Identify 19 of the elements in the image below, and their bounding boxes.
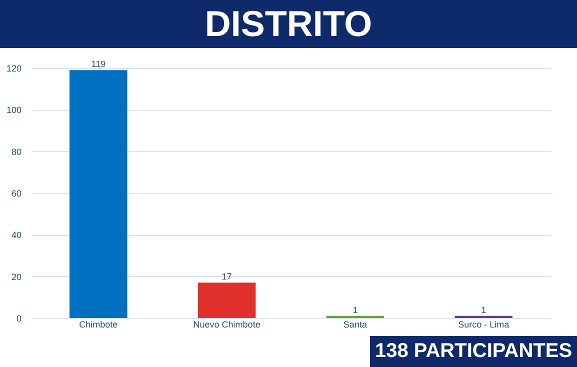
y-tick-label: 100	[6, 105, 22, 116]
y-tick-label: 40	[11, 230, 22, 240]
y-tick-label: 60	[11, 188, 22, 198]
x-tick-label: Surco - Lima	[458, 320, 510, 330]
bar	[198, 282, 256, 318]
y-tick-label: 80	[11, 146, 22, 157]
data-label: 119	[91, 59, 106, 70]
data-label: 17	[222, 272, 232, 282]
x-tick-label: Santa	[343, 320, 367, 330]
y-tick-label: 120	[6, 64, 22, 74]
y-tick-label: 20	[11, 272, 22, 282]
x-tick-label: Chimbote	[79, 320, 118, 330]
data-label: 1	[481, 304, 486, 315]
text: 138 PARTICIPANTES	[370, 336, 577, 367]
bar	[70, 70, 128, 318]
data-label: 1	[352, 304, 358, 315]
x-tick-label: Nuevo Chimbote	[193, 320, 260, 330]
y-tick-label: 0	[16, 314, 22, 324]
chart-title: DISTRITO	[0, 0, 577, 48]
